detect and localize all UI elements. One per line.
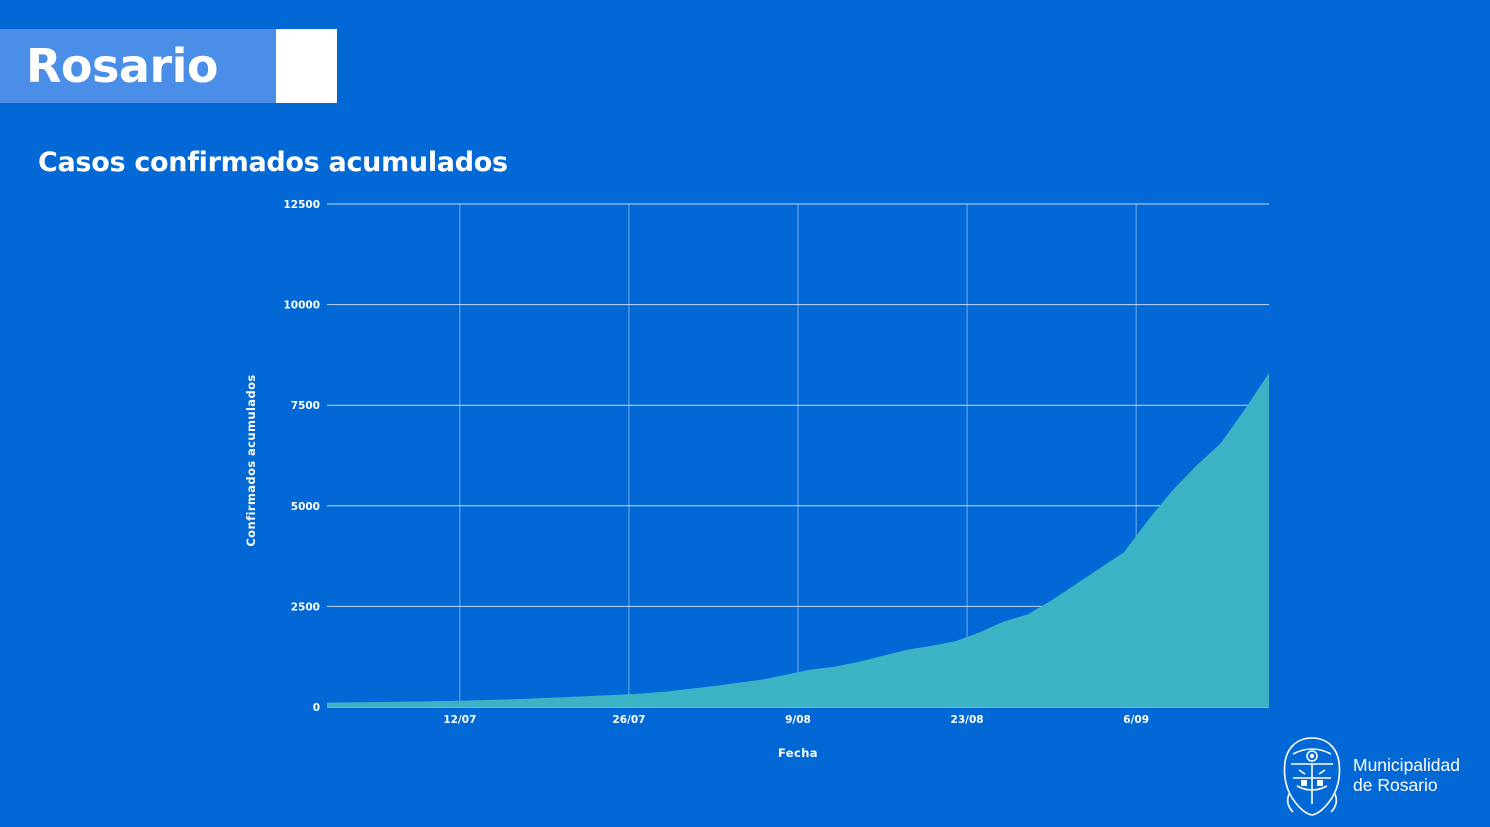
- y-axis-label: Confirmados acumulados: [244, 374, 258, 546]
- coat-of-arms-icon: [1283, 737, 1341, 816]
- y-tick-label: 7500: [291, 400, 320, 412]
- tick-layer: 0 2500 5000 7500 10000 12500 12/07 26/07 9/08 23/…: [283, 199, 1149, 726]
- y-tick-label: 10000: [283, 300, 320, 312]
- x-tick-label: 12/07: [443, 714, 476, 726]
- y-tick-label: 12500: [283, 199, 320, 211]
- municipality-name-line1: Municipalidad: [1353, 755, 1461, 775]
- municipality-name-line2: de Rosario: [1353, 775, 1438, 795]
- x-tick-label: 23/08: [951, 714, 984, 726]
- x-tick-label: 6/09: [1123, 714, 1149, 726]
- page-title: Rosario: [26, 39, 219, 93]
- y-tick-label: 5000: [291, 501, 320, 513]
- header-band: [0, 29, 276, 103]
- y-tick-label: 2500: [291, 601, 320, 613]
- y-tick-label: 0: [313, 702, 320, 714]
- series-area-confirmed: [327, 373, 1269, 707]
- x-axis-label: Fecha: [778, 746, 818, 760]
- x-tick-label: 9/08: [785, 714, 811, 726]
- x-tick-label: 26/07: [612, 714, 645, 726]
- chart-title: Casos confirmados acumulados: [38, 147, 508, 178]
- header-accent-square: [276, 29, 337, 103]
- municipality-name: Municipalidad de Rosario: [1353, 755, 1460, 795]
